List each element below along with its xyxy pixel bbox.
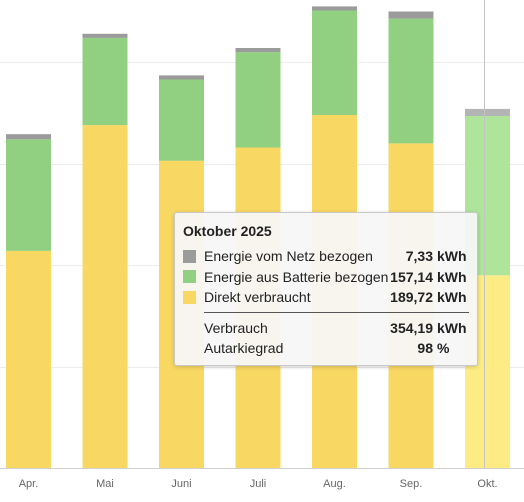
tooltip-unit: kWh xyxy=(437,319,467,336)
x-tick-label: Mai xyxy=(96,478,114,490)
bar-battery[interactable] xyxy=(159,79,204,161)
bar-battery[interactable] xyxy=(388,18,434,144)
bar-grid[interactable] xyxy=(159,75,204,80)
x-axis-ticks: Apr. Mai Juni Juli Aug. Sep. Okt. xyxy=(19,478,498,490)
x-tick-label: Okt. xyxy=(477,478,497,490)
tooltip-title: Oktober 2025 xyxy=(183,223,272,239)
x-tick-label: Apr. xyxy=(19,478,39,490)
x-tick-label: Aug. xyxy=(323,478,346,490)
tooltip-unit: kWh xyxy=(437,248,467,265)
tooltip-value: 157,14 xyxy=(390,268,433,285)
tooltip-separator xyxy=(204,311,469,313)
x-tick-label: Sep. xyxy=(400,478,423,490)
bar-grid[interactable] xyxy=(235,48,281,53)
tooltip-label: Energie aus Batterie bezogen xyxy=(204,268,389,285)
grid-swatch xyxy=(183,249,196,263)
bar-direct[interactable] xyxy=(6,250,51,468)
bar-grid[interactable] xyxy=(388,11,434,19)
tooltip-label: Verbrauch xyxy=(204,319,268,336)
x-tick-label: Juli xyxy=(250,478,267,490)
bar-grid[interactable] xyxy=(82,33,128,38)
bar-battery[interactable] xyxy=(235,52,281,148)
tooltip-row-autarkiegrad: Autarkiegrad 98 % xyxy=(183,338,469,359)
tooltip-row-direct: Direkt verbraucht 189,72 kWh xyxy=(183,287,469,308)
tooltip-unit: kWh xyxy=(437,268,467,285)
bar-battery[interactable] xyxy=(82,37,128,126)
tooltip-row-grid: Energie vom Netz bezogen 7,33 kWh xyxy=(183,246,469,267)
bar-battery[interactable] xyxy=(6,139,51,251)
tooltip-unit: kWh xyxy=(437,289,467,306)
bar-grid[interactable] xyxy=(312,6,357,11)
tooltip-value: 98 xyxy=(417,340,433,357)
tooltip-label: Energie vom Netz bezogen xyxy=(204,248,373,265)
x-tick-label: Juni xyxy=(171,478,191,490)
tooltip-unit: % xyxy=(437,340,450,357)
chart-tooltip: Oktober 2025 Energie vom Netz bezogen 7,… xyxy=(174,212,478,366)
bar-battery[interactable] xyxy=(312,10,357,116)
tooltip-label: Direkt verbraucht xyxy=(204,289,311,306)
tooltip-label: Autarkiegrad xyxy=(204,340,284,357)
tooltip-value: 7,33 xyxy=(405,248,433,265)
tooltip-value: 354,19 xyxy=(390,319,433,336)
bar-grid[interactable] xyxy=(6,134,51,140)
tooltip-row-verbrauch: Verbrauch 354,19 kWh xyxy=(183,318,469,339)
tooltip-row-battery: Energie aus Batterie bezogen 157,14 kWh xyxy=(183,267,469,288)
battery-swatch xyxy=(183,270,196,284)
bar-direct[interactable] xyxy=(82,125,128,468)
tooltip-value: 189,72 xyxy=(390,289,433,306)
direct-swatch xyxy=(183,290,196,304)
bar-grid[interactable] xyxy=(465,108,510,116)
